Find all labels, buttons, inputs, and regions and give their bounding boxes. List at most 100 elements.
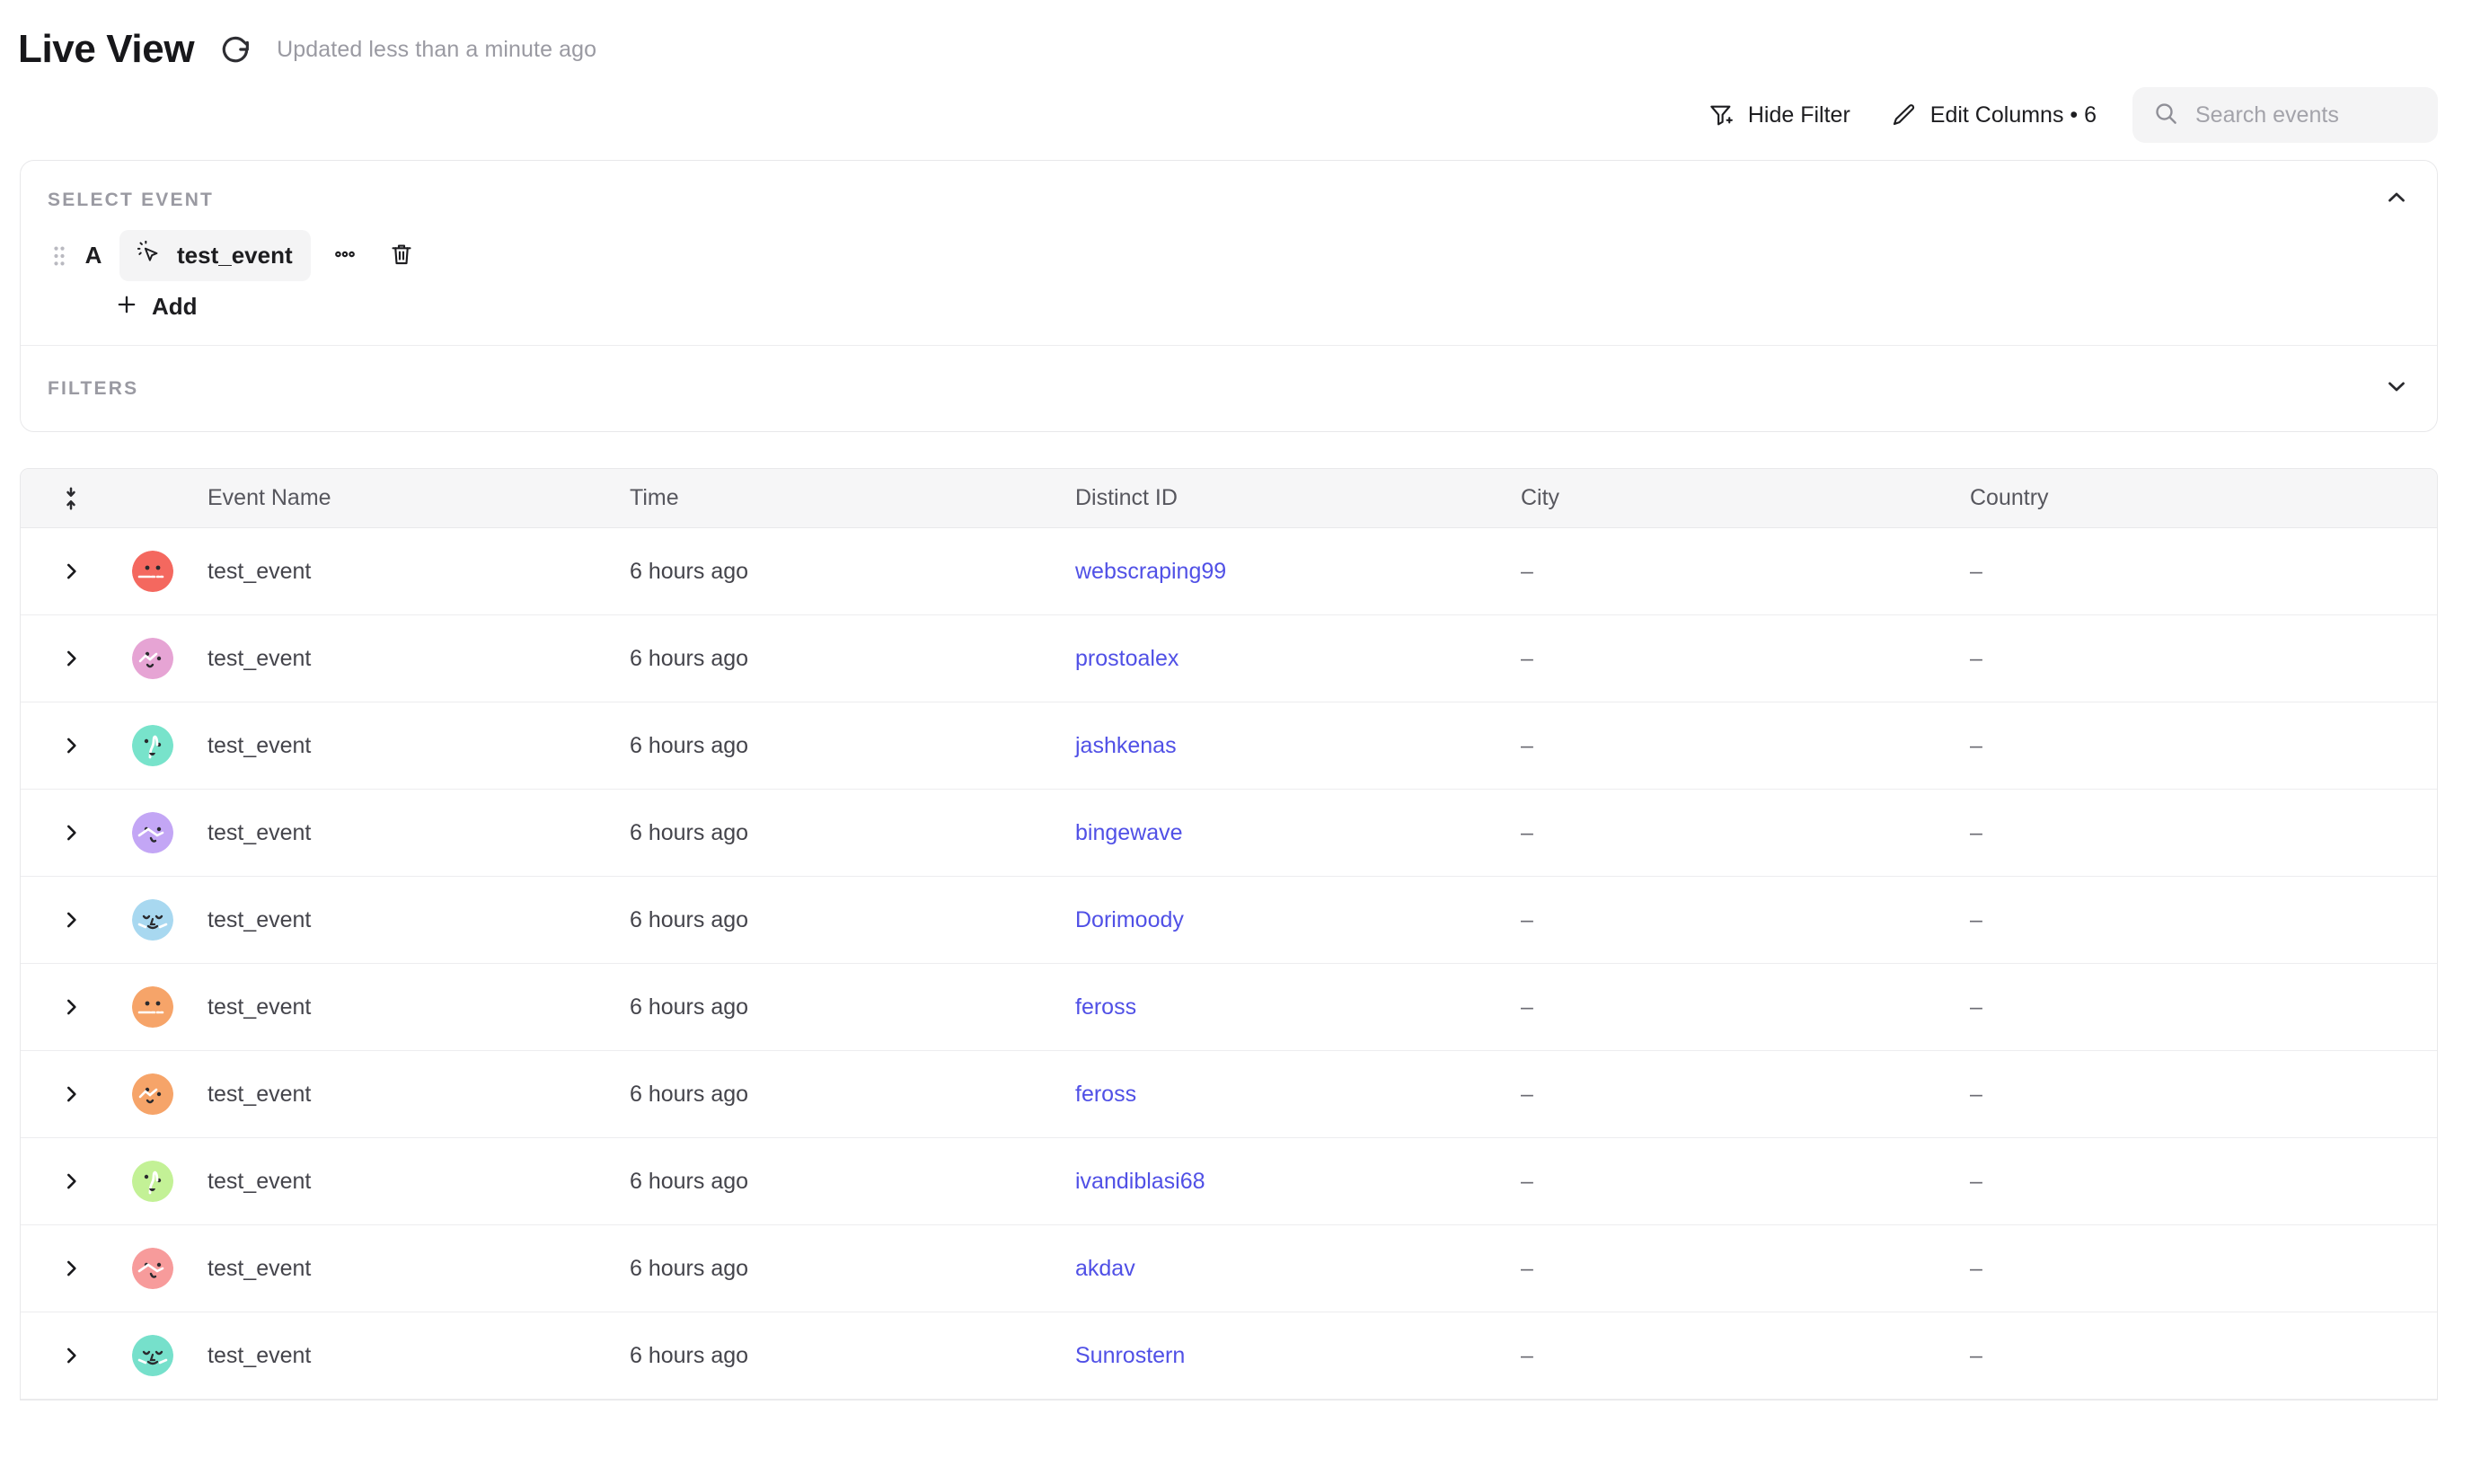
chevron-right-icon[interactable] <box>54 729 88 763</box>
distinct-id-link[interactable]: jashkenas <box>1075 732 1177 758</box>
distinct-id-link[interactable]: Sunrostern <box>1075 1342 1186 1368</box>
table-row[interactable]: test_event 6 hours ago feross – – <box>21 1051 2437 1138</box>
expand-cell <box>21 1338 121 1373</box>
distinct-id-link[interactable]: ivandiblasi68 <box>1075 1168 1205 1194</box>
cell-country: – <box>1970 558 1982 584</box>
distinct-id-link[interactable]: prostoalex <box>1075 645 1179 671</box>
avatar-cell <box>121 899 184 941</box>
cell-time: 6 hours ago <box>630 906 749 932</box>
table-row[interactable]: test_event 6 hours ago akdav – – <box>21 1225 2437 1312</box>
table-row[interactable]: test_event 6 hours ago ivandiblasi68 – – <box>21 1138 2437 1225</box>
cell-time: 6 hours ago <box>630 1168 749 1194</box>
table-body: test_event 6 hours ago webscraping99 – – test… <box>21 528 2437 1400</box>
page-title: Live View <box>18 27 195 71</box>
chevron-right-icon[interactable] <box>54 1338 88 1373</box>
column-header-event-name[interactable]: Event Name <box>207 485 331 510</box>
cell-event-name: test_event <box>207 906 312 932</box>
cell-country: – <box>1970 732 1982 758</box>
cell-country: – <box>1970 1081 1982 1107</box>
column-header-distinct-id[interactable]: Distinct ID <box>1075 485 1178 510</box>
cell-country: – <box>1970 1255 1982 1281</box>
expand-cell <box>21 816 121 850</box>
updated-text: Updated less than a minute ago <box>277 36 597 62</box>
table-row[interactable]: test_event 6 hours ago Sunrostern – – <box>21 1312 2437 1400</box>
hide-filter-button[interactable]: Hide Filter <box>1688 91 1870 139</box>
avatar-cell <box>121 1248 184 1289</box>
cell-country: – <box>1970 994 1982 1020</box>
distinct-id-link[interactable]: webscraping99 <box>1075 558 1227 584</box>
chevron-right-icon[interactable] <box>54 816 88 850</box>
table-row[interactable]: test_event 6 hours ago prostoalex – – <box>21 615 2437 702</box>
cell-distinct-id[interactable]: Dorimoody <box>1075 907 1521 933</box>
cell-distinct-id[interactable]: jashkenas <box>1075 733 1521 759</box>
cell-time: 6 hours ago <box>630 994 749 1020</box>
edit-columns-button[interactable]: Edit Columns • 6 <box>1870 91 2116 139</box>
page-header: Live View Updated less than a minute ago <box>0 0 2472 77</box>
distinct-id-link[interactable]: bingewave <box>1075 819 1183 845</box>
chevron-up-icon[interactable] <box>2383 184 2410 216</box>
select-event-header[interactable]: Select Event <box>21 161 2437 225</box>
cell-city: – <box>1521 732 1533 758</box>
hide-filter-label: Hide Filter <box>1747 102 1850 128</box>
drag-handle-icon[interactable] <box>46 243 73 269</box>
table-row[interactable]: test_event 6 hours ago Dorimoody – – <box>21 877 2437 964</box>
cell-time: 6 hours ago <box>630 1255 749 1281</box>
cell-distinct-id[interactable]: prostoalex <box>1075 646 1521 672</box>
distinct-id-link[interactable]: Dorimoody <box>1075 906 1184 932</box>
filters-header[interactable]: Filters <box>21 346 2437 431</box>
cell-country: – <box>1970 819 1982 845</box>
cell-event-name: test_event <box>207 732 312 758</box>
cell-event-name: test_event <box>207 1168 312 1194</box>
cell-distinct-id[interactable]: webscraping99 <box>1075 559 1521 585</box>
cell-distinct-id[interactable]: Sunrostern <box>1075 1343 1521 1369</box>
cell-distinct-id[interactable]: ivandiblasi68 <box>1075 1169 1521 1195</box>
cell-time: 6 hours ago <box>630 645 749 671</box>
series-more-button[interactable] <box>323 233 366 278</box>
cell-distinct-id[interactable]: feross <box>1075 994 1521 1020</box>
cell-distinct-id[interactable]: bingewave <box>1075 820 1521 846</box>
expand-cell <box>21 729 121 763</box>
filters-section: Filters <box>21 345 2437 431</box>
chevron-right-icon[interactable] <box>54 1251 88 1285</box>
events-table: Event Name Time Distinct ID City Country… <box>20 468 2438 1400</box>
cell-country: – <box>1970 1168 1982 1194</box>
refresh-icon[interactable] <box>217 31 253 67</box>
avatar-cell <box>121 638 184 679</box>
distinct-id-link[interactable]: akdav <box>1075 1255 1135 1281</box>
search-input[interactable] <box>2195 102 2418 128</box>
event-select-chip[interactable]: test_event <box>119 230 311 281</box>
cell-event-name: test_event <box>207 1342 312 1368</box>
chevron-right-icon[interactable] <box>54 1164 88 1198</box>
avatar <box>132 1161 173 1202</box>
chevron-right-icon[interactable] <box>54 641 88 676</box>
cell-country: – <box>1970 645 1982 671</box>
cell-city: – <box>1521 1342 1533 1368</box>
expand-cell <box>21 990 121 1024</box>
distinct-id-link[interactable]: feross <box>1075 994 1137 1020</box>
column-header-country[interactable]: Country <box>1970 485 2049 510</box>
distinct-id-link[interactable]: feross <box>1075 1081 1137 1107</box>
table-row[interactable]: test_event 6 hours ago webscraping99 – – <box>21 528 2437 615</box>
query-panel: Select Event A <box>20 160 2438 432</box>
sort-collapse-icon[interactable] <box>54 480 88 517</box>
add-event-button[interactable]: Add <box>21 285 225 345</box>
search-box[interactable] <box>2132 87 2438 143</box>
chevron-right-icon[interactable] <box>54 990 88 1024</box>
column-header-time[interactable]: Time <box>630 485 679 510</box>
cell-city: – <box>1521 645 1533 671</box>
cell-distinct-id[interactable]: akdav <box>1075 1256 1521 1282</box>
series-delete-button[interactable] <box>379 232 424 279</box>
avatar <box>132 899 173 941</box>
table-row[interactable]: test_event 6 hours ago feross – – <box>21 964 2437 1051</box>
chevron-right-icon[interactable] <box>54 554 88 588</box>
column-header-city[interactable]: City <box>1521 485 1560 510</box>
cell-city: – <box>1521 819 1533 845</box>
chevron-down-icon[interactable] <box>2383 373 2410 404</box>
table-row[interactable]: test_event 6 hours ago bingewave – – <box>21 790 2437 877</box>
table-row[interactable]: test_event 6 hours ago jashkenas – – <box>21 702 2437 790</box>
cell-distinct-id[interactable]: feross <box>1075 1082 1521 1108</box>
chevron-right-icon[interactable] <box>54 903 88 937</box>
toolbar: Hide Filter Edit Columns • 6 <box>0 77 2472 153</box>
chevron-right-icon[interactable] <box>54 1077 88 1111</box>
avatar <box>132 1073 173 1115</box>
